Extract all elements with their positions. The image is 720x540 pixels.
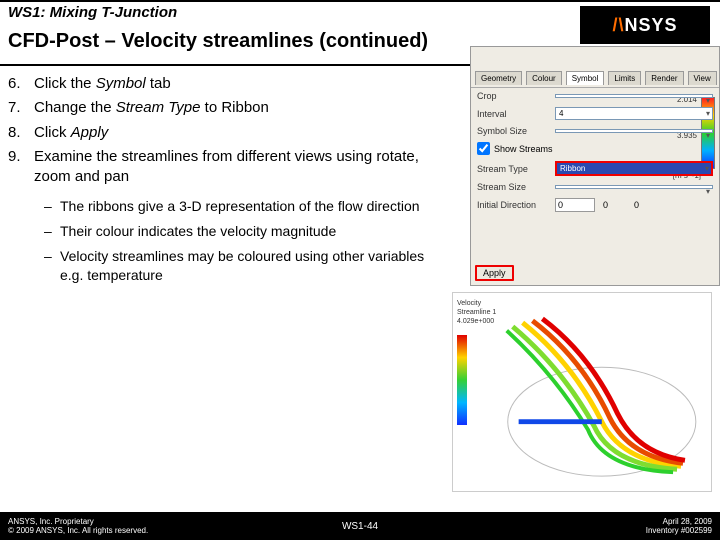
sub-item: –Velocity streamlines may be coloured us… [44, 247, 428, 285]
initdir-input[interactable]: 0 [555, 198, 595, 212]
sub-item: –Their colour indicates the velocity mag… [44, 222, 428, 241]
symbolsize-select[interactable] [555, 129, 713, 133]
apply-button[interactable]: Apply [475, 265, 514, 281]
tab-geometry[interactable]: Geometry [475, 71, 522, 85]
streamtype-select[interactable]: Ribbon [555, 161, 713, 176]
tab-colour[interactable]: Colour [526, 71, 562, 85]
step-item: 9.Examine the streamlines from different… [8, 147, 428, 188]
details-panel: 2.014 3.935 [m s^-1] GeometryColourSymbo… [470, 46, 720, 286]
ansys-logo: /\NSYS [580, 6, 710, 44]
slide-footer: ANSYS, Inc. Proprietary © 2009 ANSYS, In… [0, 512, 720, 540]
instruction-body: 6.Click the Symbol tab 7.Change the Strea… [8, 74, 428, 291]
step-item: 8.Click Apply [8, 123, 428, 143]
interval-select[interactable]: 4 [555, 107, 713, 120]
streamline-render: Velocity Streamline 1 4.029e+000 [452, 292, 712, 492]
sub-item: –The ribbons give a 3-D representation o… [44, 197, 428, 216]
viz-colorbar [457, 335, 467, 425]
page-title: CFD-Post – Velocity streamlines (continu… [8, 30, 428, 53]
tab-view[interactable]: View [688, 71, 717, 85]
tab-limits[interactable]: Limits [608, 71, 641, 85]
tab-symbol[interactable]: Symbol [566, 71, 605, 85]
panel-tabs: Geometry Colour SymbolLimits Render View [471, 47, 719, 88]
step-item: 6.Click the Symbol tab [8, 74, 428, 94]
step-item: 7.Change the Stream Type to Ribbon [8, 98, 428, 118]
crop-select[interactable] [555, 94, 713, 98]
workshop-label: WS1: Mixing T-Junction [8, 4, 177, 21]
streamsize-select[interactable] [555, 185, 713, 189]
showstream-checkbox[interactable] [477, 142, 490, 155]
tab-render[interactable]: Render [645, 71, 683, 85]
